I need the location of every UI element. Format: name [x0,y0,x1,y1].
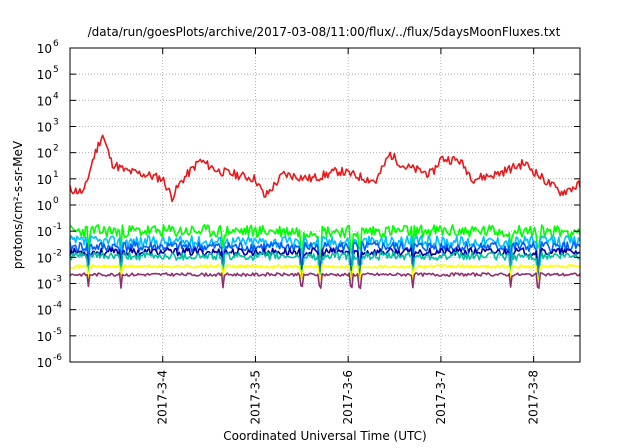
y-tick-exponent: 3 [53,118,59,128]
chart-title: /data/run/goesPlots/archive/2017-03-08/1… [88,25,561,39]
y-tick-exponent: 2 [53,144,59,154]
y-tick-exponent: -6 [53,353,62,363]
y-tick-exponent: 5 [53,65,59,75]
x-tick-label: 2017-3-4 [156,370,170,424]
y-axis-label: protons/cm²-s-sr-MeV [11,140,25,269]
series-line [69,240,581,271]
y-tick-exponent: -1 [53,222,62,232]
y-tick-label: 10 [37,199,52,213]
y-tick-label: 10 [37,304,52,318]
y-tick-label: 10 [37,278,52,292]
y-tick-label: 10 [37,330,52,344]
y-tick-label: 10 [37,225,52,239]
ticks: 10 -610 -510 -410 -310 -210 -110 010 110 210 310 41… [37,39,580,424]
series-line [69,251,581,281]
series-line [69,264,581,281]
x-tick-label: 2017-3-8 [527,370,541,424]
y-tick-label: 10 [37,251,52,265]
grid [70,48,580,362]
y-tick-exponent: 0 [53,196,59,206]
y-tick-exponent: -3 [53,275,62,285]
x-axis-label: Coordinated Universal Time (UTC) [223,429,426,443]
y-tick-exponent: -2 [53,248,62,258]
y-tick-label: 10 [37,173,52,187]
y-tick-label: 10 [37,147,52,161]
series-line [69,247,581,277]
y-tick-label: 10 [37,42,52,56]
series-line [69,223,581,259]
series-line [69,272,581,290]
series-line [69,134,581,203]
y-tick-label: 10 [37,94,52,108]
x-tick-label: 2017-3-5 [248,370,262,424]
series-group [69,134,581,290]
x-tick-label: 2017-3-6 [341,370,355,424]
y-tick-label: 10 [37,121,52,135]
y-tick-exponent: 4 [53,91,59,101]
y-tick-label: 10 [37,68,52,82]
y-tick-exponent: -4 [53,301,62,311]
y-tick-exponent: 6 [53,39,59,49]
y-tick-exponent: 1 [53,170,59,180]
y-tick-exponent: -5 [53,327,62,337]
y-tick-label: 10 [37,356,52,370]
x-tick-label: 2017-3-7 [434,370,448,424]
